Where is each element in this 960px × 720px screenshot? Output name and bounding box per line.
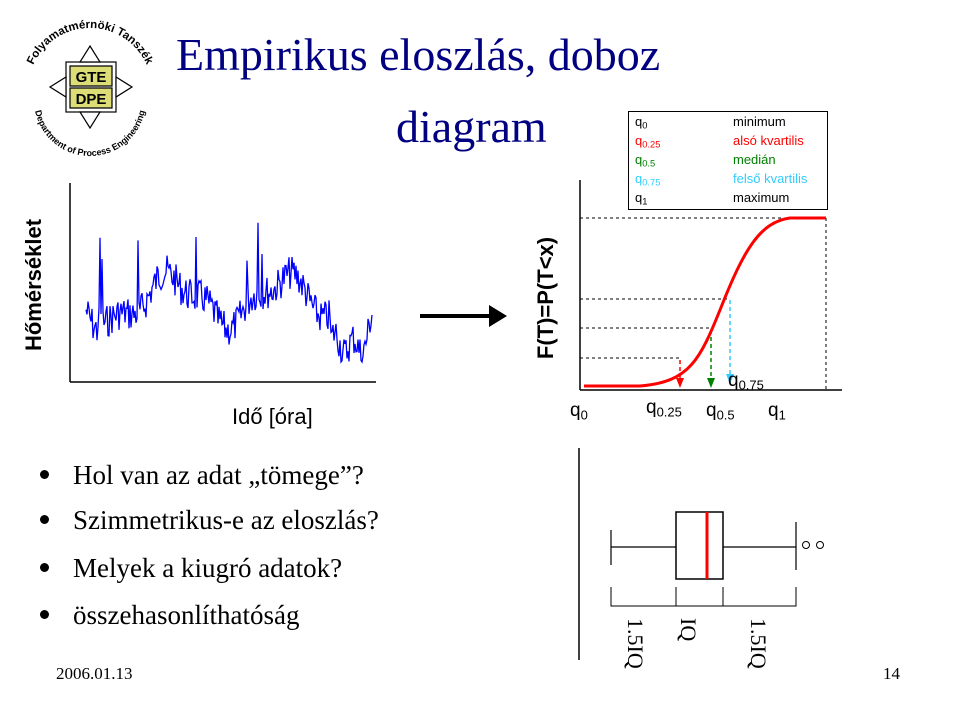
legend-q05: q0.5 xyxy=(635,152,656,169)
boxplot-brackets xyxy=(610,587,797,607)
quantile-legend: q0 minimum q0.25 alsó kvartilis q0.5 med… xyxy=(628,111,828,210)
legend-q05-desc: medián xyxy=(733,152,776,167)
legend-q1-desc: maximum xyxy=(733,190,790,205)
boxplot-label-right: 1.5IQ xyxy=(746,618,771,669)
legend-q0-desc: minimum xyxy=(733,114,786,129)
boxplot-box xyxy=(675,511,724,580)
legend-q1: q1 xyxy=(635,190,648,207)
boxplot-outlier xyxy=(816,541,824,549)
temperature-series-line xyxy=(85,222,373,364)
cdf-tick-q05: q0.5 xyxy=(706,400,735,423)
bullet-item: Szimmetrikus-e az eloszlás? xyxy=(40,505,379,536)
legend-q0: q0 xyxy=(635,114,648,131)
legend-q025-desc: alsó kvartilis xyxy=(733,133,804,148)
cdf-tick-q1: q1 xyxy=(768,400,786,423)
cdf-label-q075: q0.75 xyxy=(728,370,764,393)
cdf-tick-q0: q0 xyxy=(570,400,588,423)
page-title-line-1: Empirikus eloszlás, doboz xyxy=(176,29,661,80)
page-number: 14 xyxy=(883,664,900,683)
legend-q075-desc: felső kvartilis xyxy=(733,171,808,186)
cdf-curve xyxy=(584,216,826,388)
bullet-item: összehasonlíthatóság xyxy=(40,600,299,631)
bullet-item: Melyek a kiugró adatok? xyxy=(40,553,342,584)
legend-q075: q0.75 xyxy=(635,171,661,188)
legend-q025: q0.25 xyxy=(635,133,661,150)
left-plot-x-label: Idő [óra] xyxy=(232,404,313,429)
page-title-line-2: diagram xyxy=(396,101,547,152)
boxplot-label-left: 1.5IQ xyxy=(623,618,648,669)
footer-date: 2006.01.13 xyxy=(56,664,133,683)
boxplot-outlier xyxy=(802,541,810,549)
boxplot-label-mid: IQ xyxy=(676,618,701,641)
cdf-tick-q025: q0.25 xyxy=(646,397,682,420)
bullet-item: Hol van az adat „tömege”? xyxy=(40,460,364,491)
